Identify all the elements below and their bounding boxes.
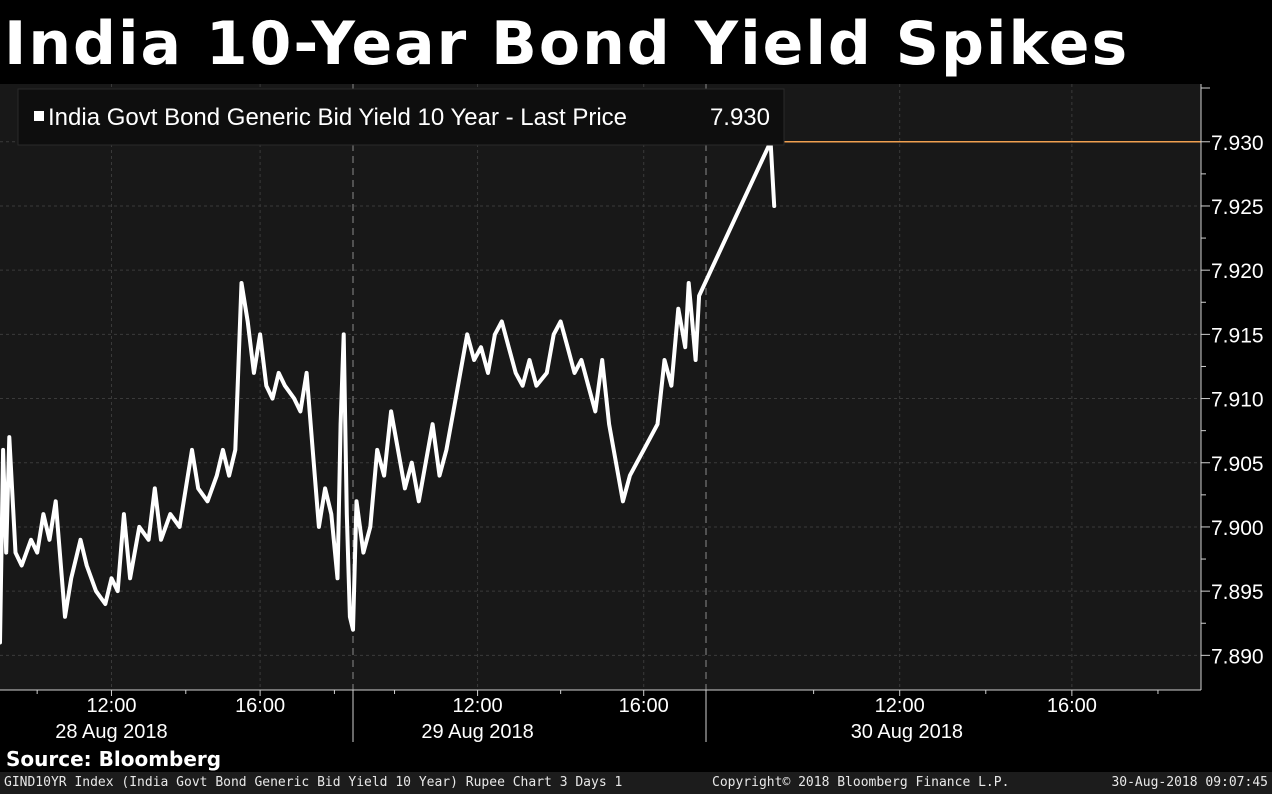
x-axis-ticks: 12:00 16:00 12:00 16:00 12:00 16:00 28 Aug 201… — [36, 690, 1159, 743]
legend-box: India Govt Bond Generic Bid Yield 10 Yea… — [17, 88, 785, 146]
footer-ticker-info: GIND10YR Index (India Govt Bond Generic … — [4, 775, 623, 790]
y-tick-label: 7.910 — [1211, 389, 1264, 412]
source-label: Source: Bloomberg — [6, 747, 222, 771]
footer-timestamp: 30-Aug-2018 09:07:45 — [1111, 775, 1268, 790]
legend-last-value: 7.930 — [710, 104, 770, 131]
y-tick-label: 7.915 — [1211, 324, 1264, 347]
y-tick-label: 7.895 — [1211, 581, 1264, 604]
x-date-label: 29 Aug 2018 — [421, 721, 533, 743]
chart: 12:00 16:00 12:00 16:00 12:00 16:00 28 Aug 201… — [0, 84, 1264, 743]
x-tick-label: 16:00 — [235, 695, 285, 717]
chart-title: India 10-Year Bond Yield Spikes — [4, 9, 1130, 79]
x-date-label: 28 Aug 2018 — [55, 721, 167, 743]
x-tick-label: 12:00 — [86, 695, 136, 717]
x-tick-label: 16:00 — [1047, 695, 1097, 717]
footer-bar: GIND10YR Index (India Govt Bond Generic … — [0, 772, 1272, 794]
y-tick-label: 7.920 — [1211, 260, 1264, 283]
footer-copyright: Copyright© 2018 Bloomberg Finance L.P. — [712, 775, 1010, 790]
y-axis-ticks: 7.890 7.895 7.900 7.905 7.910 7.915 7.920 7.925… — [1201, 87, 1264, 668]
x-tick-label: 12:00 — [453, 695, 503, 717]
yield-series-line — [0, 139, 777, 645]
y-tick-label: 7.890 — [1211, 645, 1264, 668]
legend-swatch — [34, 111, 44, 121]
x-tick-label: 12:00 — [875, 695, 925, 717]
x-tick-label: 16:00 — [619, 695, 669, 717]
y-tick-label: 7.905 — [1211, 453, 1264, 476]
y-tick-label: 7.925 — [1211, 196, 1264, 219]
y-tick-label: 7.900 — [1211, 517, 1264, 540]
x-date-label: 30 Aug 2018 — [851, 721, 963, 743]
y-tick-label: 7.930 — [1211, 132, 1264, 155]
legend-label: India Govt Bond Generic Bid Yield 10 Yea… — [48, 104, 627, 131]
